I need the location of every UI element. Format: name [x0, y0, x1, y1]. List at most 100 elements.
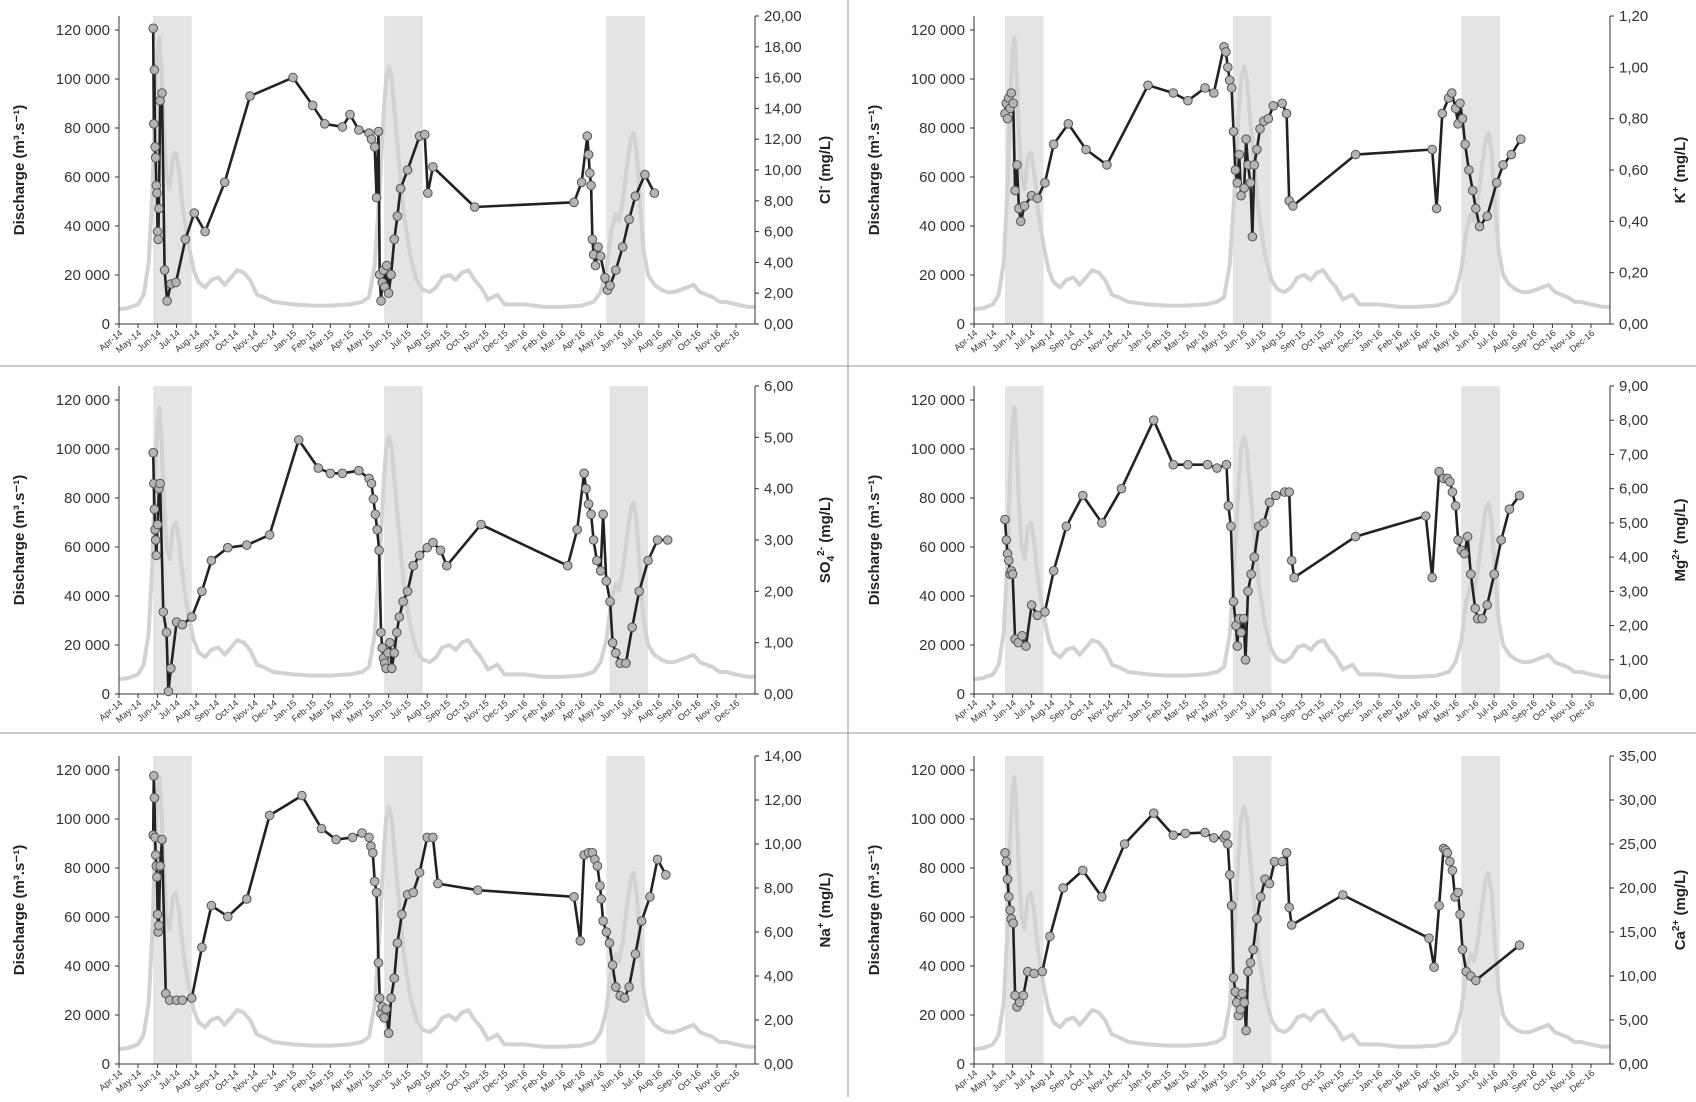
concentration-point — [385, 637, 395, 648]
right-tick-label: 18,00 — [764, 39, 802, 56]
concentration-point — [643, 555, 653, 566]
concentration-point — [223, 911, 233, 922]
concentration-point — [1221, 459, 1232, 470]
left-tick-label: 20 000 — [919, 1007, 965, 1024]
concentration-point — [662, 535, 673, 545]
discharge-line — [973, 775, 1610, 1052]
right-tick-label: 2,00 — [1619, 618, 1648, 635]
left-tick-label: 120 000 — [911, 22, 965, 39]
concentration-point — [154, 203, 164, 214]
concentration-point — [1236, 627, 1246, 638]
concentration-point — [572, 524, 583, 535]
concentration-point — [1078, 490, 1088, 501]
concentration-point — [313, 463, 324, 473]
concentration-point — [627, 622, 638, 633]
chart-panel-4: 0 20 000 40 000 60 000 80 000 100 000 120 000 0… — [866, 378, 1689, 725]
concentration-point — [148, 23, 158, 34]
left-tick-label: 120 000 — [911, 762, 965, 779]
concentration-point — [1434, 466, 1444, 477]
concentration-point — [607, 637, 618, 648]
left-tick-label: 80 000 — [919, 120, 965, 137]
concentration-point — [1148, 415, 1159, 426]
concentration-point — [219, 177, 230, 188]
concentration-point — [1004, 892, 1014, 902]
right-axis-title: K+ (mg/L) — [1671, 137, 1689, 204]
chart-panel-2: 0 20 000 40 000 60 000 80 000 100 000 120 000 0… — [866, 8, 1689, 355]
concentration-point — [607, 960, 618, 970]
chart-panel-1: 0 20 000 40 000 60 000 80 000 100 000 120 000 0… — [11, 8, 834, 355]
concentration-point — [1230, 165, 1241, 175]
right-tick-label: 6,00 — [764, 378, 793, 395]
concentration-point — [1249, 160, 1260, 170]
concentration-point — [1471, 203, 1481, 214]
left-tick-label: 100 000 — [911, 441, 965, 458]
concentration-point — [307, 100, 318, 111]
right-tick-label: 20,00 — [764, 8, 802, 25]
concentration-point — [387, 663, 397, 674]
concentration-point — [1081, 144, 1091, 155]
concentration-point — [1037, 966, 1048, 977]
concentration-point — [1249, 552, 1260, 562]
concentration-point — [206, 555, 217, 566]
right-axis-title-sup: - — [816, 186, 827, 189]
right-tick-label: 0,00 — [764, 686, 793, 703]
concentration-point — [1264, 878, 1275, 889]
left-tick-label: 60 000 — [919, 539, 965, 556]
concentration-point — [1243, 586, 1253, 597]
concentration-point — [1506, 149, 1517, 160]
concentration-point — [161, 627, 172, 638]
concentration-point — [1268, 101, 1279, 111]
concentration-point — [640, 169, 650, 180]
concentration-point — [1001, 535, 1012, 545]
concentration-point — [386, 993, 396, 1003]
right-tick-label: 0,80 — [1619, 111, 1648, 128]
concentration-point — [180, 234, 191, 245]
concentration-point — [582, 131, 593, 141]
left-tick-label: 0 — [102, 1056, 110, 1073]
concentration-point — [428, 832, 438, 843]
left-axis-title: Discharge (m³.s⁻¹) — [866, 475, 883, 605]
concentration-point — [1228, 596, 1239, 607]
concentration-point — [242, 894, 252, 904]
discharge-line — [118, 405, 755, 682]
concentration-point — [197, 942, 207, 953]
concentration-point — [293, 435, 304, 445]
concentration-point — [595, 566, 606, 576]
concentration-point — [596, 894, 607, 904]
right-axis-title-sup: 2- — [816, 547, 827, 556]
concentration-point — [371, 192, 382, 203]
right-axis-title-sup: 2+ — [1671, 920, 1682, 932]
concentration-point — [1245, 958, 1256, 968]
concentration-point — [611, 648, 621, 658]
concentration-point — [325, 468, 336, 479]
concentration-point — [371, 887, 382, 898]
right-axis-title-unit: (mg/L) — [817, 497, 834, 547]
concentration-point — [1048, 566, 1059, 576]
right-tick-label: 0,00 — [1619, 1056, 1648, 1073]
concentration-point — [645, 892, 655, 902]
right-tick-label: 1,20 — [1619, 8, 1648, 25]
right-tick-label: 15,00 — [1619, 924, 1657, 941]
concentration-point — [166, 663, 176, 674]
concentration-point — [1442, 848, 1453, 858]
concentration-point — [373, 958, 384, 968]
concentration-point — [389, 648, 400, 658]
concentration-point — [1445, 856, 1455, 867]
concentration-point — [1058, 883, 1068, 893]
concentration-point — [583, 499, 594, 509]
concentration-point — [1471, 975, 1481, 986]
concentration-point — [1226, 900, 1237, 911]
right-tick-label: 12,00 — [764, 131, 802, 148]
concentration-point — [579, 468, 589, 479]
concentration-point — [605, 596, 615, 607]
concentration-point — [1008, 918, 1019, 929]
concentration-point — [152, 188, 162, 198]
concentration-point — [1284, 487, 1294, 497]
concentration-point — [153, 234, 163, 245]
concentration-point — [1453, 535, 1463, 545]
right-tick-label: 3,00 — [1619, 583, 1648, 600]
left-tick-label: 80 000 — [64, 120, 110, 137]
concentration-point — [149, 793, 160, 803]
left-tick-label: 0 — [957, 1056, 965, 1073]
